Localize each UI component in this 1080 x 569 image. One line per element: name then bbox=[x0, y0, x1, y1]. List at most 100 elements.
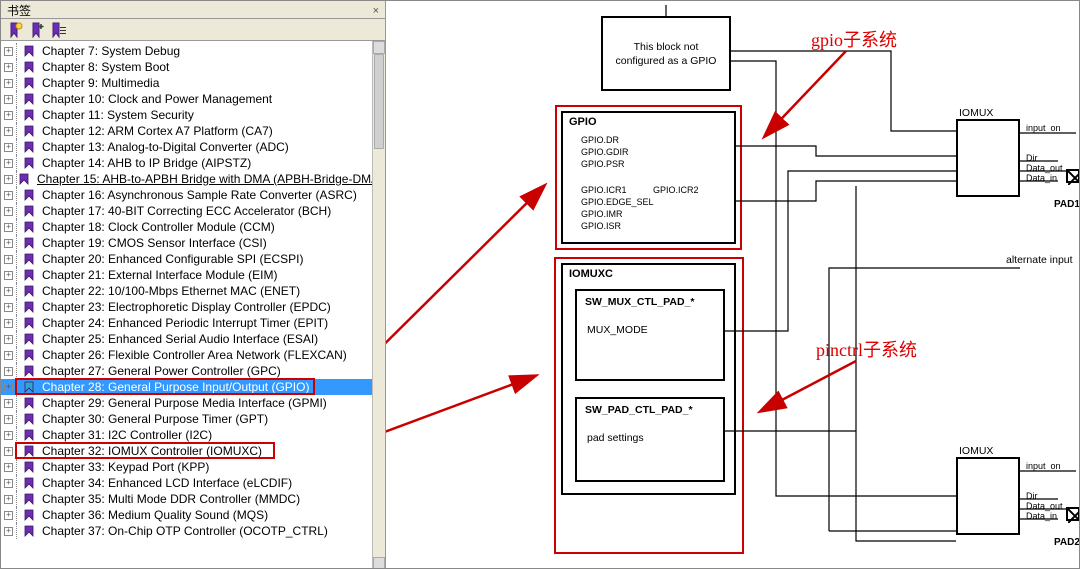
bookmarks-tree: +Chapter 7: System Debug + Chapter 8: Syst… bbox=[1, 41, 372, 541]
tree-row[interactable]: + Chapter 23: Electrophoretic Display Con… bbox=[1, 299, 372, 315]
tree-row[interactable]: +Chapter 14: AHB to IP Bridge (AIPSTZ) bbox=[1, 155, 372, 171]
tree-row[interactable]: + Chapter 32: IOMUX Controller (IOMUXC) bbox=[1, 443, 372, 459]
tree-row[interactable]: + Chapter 8: System Boot bbox=[1, 59, 372, 75]
expand-icon[interactable]: + bbox=[4, 431, 13, 440]
expand-icon[interactable]: + bbox=[4, 351, 13, 360]
expand-icon[interactable]: + bbox=[4, 271, 13, 280]
tree-row-label: Chapter 31: I2C Controller (I2C) bbox=[42, 427, 212, 443]
expand-icon[interactable]: + bbox=[4, 303, 13, 312]
pad1-label: PAD1 bbox=[1054, 199, 1080, 210]
expand-icon[interactable]: + bbox=[4, 319, 13, 328]
tree-row[interactable]: +Chapter 30: General Purpose Timer (GPT) bbox=[1, 411, 372, 427]
expand-icon[interactable]: + bbox=[4, 479, 13, 488]
expand-icon[interactable]: + bbox=[4, 223, 13, 232]
expand-icon[interactable]: + bbox=[4, 239, 13, 248]
expand-icon[interactable]: + bbox=[4, 463, 13, 472]
expand-icon[interactable]: + bbox=[4, 447, 13, 456]
tree-row[interactable]: +Chapter 16: Asynchronous Sample Rate Co… bbox=[1, 187, 372, 203]
expand-icon[interactable]: + bbox=[4, 287, 13, 296]
expand-icon[interactable]: + bbox=[4, 95, 13, 104]
bookmark-icon bbox=[24, 77, 38, 89]
tree-row[interactable]: +Chapter 33: Keypad Port (KPP) bbox=[1, 459, 372, 475]
bookmark-add-icon[interactable] bbox=[29, 22, 45, 38]
iomuxc-red-outline bbox=[554, 257, 744, 554]
scrollbar-track[interactable] bbox=[373, 54, 385, 557]
tree-row[interactable]: +Chapter 7: System Debug bbox=[1, 43, 372, 59]
bookmark-icon bbox=[24, 109, 38, 121]
expand-icon[interactable]: + bbox=[4, 335, 13, 344]
bookmark-icon bbox=[24, 93, 38, 105]
expand-icon[interactable]: + bbox=[4, 175, 13, 184]
tree-row[interactable]: +Chapter 25: Enhanced Serial Audio Inter… bbox=[1, 331, 372, 347]
bookmark-icon bbox=[24, 333, 38, 345]
tree-row-label: Chapter 23: Electrophoretic Display Cont… bbox=[42, 299, 331, 315]
expand-icon[interactable]: + bbox=[4, 207, 13, 216]
scrollbar-up-icon[interactable] bbox=[373, 41, 385, 54]
tree-row[interactable]: +Chapter 37: On-Chip OTP Controller (OCO… bbox=[1, 523, 372, 539]
tree-row[interactable]: +Chapter 9: Multimedia bbox=[1, 75, 372, 91]
bookmarks-tree-scroll[interactable]: +Chapter 7: System Debug + Chapter 8: Syst… bbox=[1, 41, 385, 569]
tree-row[interactable]: +Chapter 26: Flexible Controller Area Ne… bbox=[1, 347, 372, 363]
tree-row-label: Chapter 13: Analog-to-Digital Converter … bbox=[42, 139, 289, 155]
panel-close-icon[interactable]: × bbox=[373, 5, 379, 17]
tree-row[interactable]: + Chapter 36: Medium Quality Sound (MQS) bbox=[1, 507, 372, 523]
tree-row[interactable]: +Chapter 10: Clock and Power Management bbox=[1, 91, 372, 107]
diagram-panel: This block not configured as a GPIO GPIO… bbox=[386, 1, 1079, 568]
expand-icon[interactable]: + bbox=[4, 495, 13, 504]
tree-row-label: Chapter 12: ARM Cortex A7 Platform (CA7) bbox=[42, 123, 273, 139]
tree-row[interactable]: +Chapter 34: Enhanced LCD Interface (eLC… bbox=[1, 475, 372, 491]
tree-row[interactable]: + Chapter 19: CMOS Sensor Interface (CSI) bbox=[1, 235, 372, 251]
pad2-icon bbox=[1066, 507, 1080, 521]
expand-icon[interactable]: + bbox=[4, 143, 13, 152]
tree-row[interactable]: + Chapter 31: I2C Controller (I2C) bbox=[1, 427, 372, 443]
tree-row[interactable]: +Chapter 35: Multi Mode DDR Controller (… bbox=[1, 491, 372, 507]
scrollbar-down-icon[interactable] bbox=[373, 557, 385, 569]
tree-row[interactable]: +Chapter 18: Clock Controller Module (CC… bbox=[1, 219, 372, 235]
tree-row[interactable]: + Chapter 13: Analog-to-Digital Converter… bbox=[1, 139, 372, 155]
bookmark-menu-icon[interactable] bbox=[51, 22, 67, 38]
expand-icon[interactable]: + bbox=[4, 127, 13, 136]
expand-icon[interactable]: + bbox=[4, 511, 13, 520]
tree-row[interactable]: +Chapter 20: Enhanced Configurable SPI (… bbox=[1, 251, 372, 267]
scrollbar-thumb[interactable] bbox=[374, 54, 384, 149]
tree-row[interactable]: +Chapter 15: AHB-to-APBH Bridge with DMA… bbox=[1, 171, 372, 187]
bookmark-icon bbox=[24, 413, 38, 425]
tree-row[interactable]: +Chapter 29: General Purpose Media Inter… bbox=[1, 395, 372, 411]
expand-icon[interactable]: + bbox=[4, 63, 13, 72]
gpio-red-outline bbox=[555, 105, 742, 250]
expand-icon[interactable]: + bbox=[4, 191, 13, 200]
tree-row-label: Chapter 21: External Interface Module (E… bbox=[42, 267, 277, 283]
expand-icon[interactable]: + bbox=[4, 255, 13, 264]
expand-icon[interactable]: + bbox=[4, 367, 13, 376]
new-bookmark-icon[interactable] bbox=[7, 22, 23, 38]
bookmark-icon bbox=[24, 493, 38, 505]
tree-row[interactable]: +Chapter 11: System Security bbox=[1, 107, 372, 123]
iomux2-inputon: input_on bbox=[1026, 461, 1061, 471]
tree-row-label: Chapter 32: IOMUX Controller (IOMUXC) bbox=[42, 443, 262, 459]
tree-row[interactable]: + Chapter 21: External Interface Module (… bbox=[1, 267, 372, 283]
expand-icon[interactable]: + bbox=[4, 527, 13, 536]
expand-icon[interactable]: + bbox=[4, 79, 13, 88]
tree-row[interactable]: + Chapter 12: ARM Cortex A7 Platform (CA7… bbox=[1, 123, 372, 139]
tree-row[interactable]: +Chapter 28: General Purpose Input/Outpu… bbox=[1, 379, 372, 395]
iomux2-dir: Dir bbox=[1026, 491, 1038, 501]
tree-row-label: Chapter 19: CMOS Sensor Interface (CSI) bbox=[42, 235, 267, 251]
expand-icon[interactable]: + bbox=[4, 111, 13, 120]
expand-icon[interactable]: + bbox=[4, 415, 13, 424]
bookmark-icon bbox=[24, 125, 38, 137]
expand-icon[interactable]: + bbox=[4, 159, 13, 168]
expand-icon[interactable]: + bbox=[4, 47, 13, 56]
tree-row[interactable]: +Chapter 22: 10/100-Mbps Ethernet MAC (E… bbox=[1, 283, 372, 299]
tree-row[interactable]: +Chapter 27: General Power Controller (G… bbox=[1, 363, 372, 379]
tree-row-label: Chapter 36: Medium Quality Sound (MQS) bbox=[42, 507, 268, 523]
bookmark-icon bbox=[24, 61, 38, 73]
iomux-block-1 bbox=[956, 119, 1020, 197]
vertical-scrollbar[interactable] bbox=[372, 41, 385, 569]
expand-icon[interactable]: + bbox=[4, 399, 13, 408]
tree-row-label: Chapter 17: 40-BIT Correcting ECC Accele… bbox=[42, 203, 331, 219]
bookmark-icon bbox=[24, 301, 38, 313]
expand-icon[interactable]: + bbox=[4, 383, 13, 392]
tree-row[interactable]: + Chapter 17: 40-BIT Correcting ECC Accel… bbox=[1, 203, 372, 219]
tree-row-label: Chapter 8: System Boot bbox=[42, 59, 169, 75]
tree-row[interactable]: +Chapter 24: Enhanced Periodic Interrupt… bbox=[1, 315, 372, 331]
